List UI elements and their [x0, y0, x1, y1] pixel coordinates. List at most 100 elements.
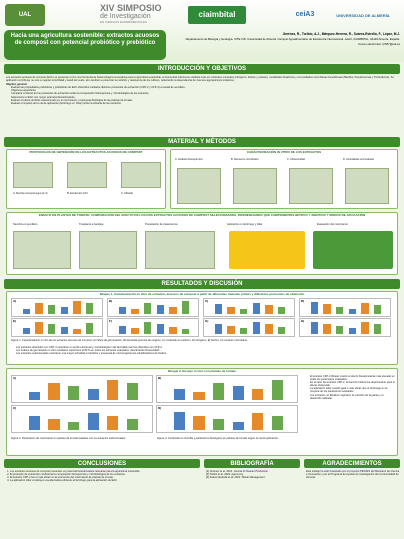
illustration — [213, 418, 225, 431]
illustration — [28, 415, 40, 431]
conclusion: El extracto CFP-4 fue el más eficaz en l… — [10, 476, 200, 479]
bullet: Los índices de germinación in vitro resu… — [16, 349, 395, 352]
illustration — [87, 412, 99, 431]
bullet: En el caso del extracto CFP-2, la fracci… — [310, 381, 395, 387]
figure-panel: G) — [203, 318, 296, 337]
logo: ceiA3 — [295, 11, 315, 18]
step: C. Fitotoxicidad — [287, 158, 305, 161]
objective: Seleccionar el EAC con mayor potencial b… — [11, 96, 398, 99]
illustration — [348, 308, 356, 314]
image — [13, 231, 71, 269]
step: A. Mezcla compost:agua (1:4) — [13, 192, 48, 195]
illustration — [265, 304, 273, 314]
illustration — [144, 322, 152, 334]
illustration — [214, 324, 223, 334]
reference-list: [1] Jiménez et al. 2024. Journal of Clea… — [206, 470, 300, 479]
step: D. Actividades enzimáticas — [343, 158, 374, 161]
figure-panel: C) — [11, 405, 154, 434]
illustration — [173, 412, 185, 431]
illustration — [310, 302, 319, 314]
poster-title: Hacia una agricultura sostenible: extrac… — [4, 30, 166, 60]
illustration — [277, 326, 286, 334]
figure-panel: H) — [299, 318, 392, 337]
illustration — [73, 300, 81, 314]
symposium-sub: de Investigación — [100, 13, 151, 20]
bullet: Los extractos obtenidos con CFP-4 mostra… — [16, 346, 395, 349]
bullet: La aplicación foliar resultó igual o más… — [310, 387, 395, 393]
illustration — [131, 328, 139, 334]
methods-box: ENSAYO EN PLANTAS DE TOMATE: COMPARACIÓN… — [6, 212, 398, 275]
illustration — [131, 308, 139, 314]
illustration — [361, 322, 369, 334]
illustration — [265, 324, 273, 334]
illustration — [373, 324, 382, 334]
illustration — [252, 389, 264, 401]
step: Trasplante a bandeja — [79, 223, 104, 226]
figure-panel: A) — [11, 298, 104, 317]
illustration — [271, 416, 284, 431]
figure-panels: A) B) C) D) — [11, 375, 301, 435]
conclusion: Los extractos acuosos de compost present… — [10, 470, 200, 473]
panel-label: D) — [158, 406, 162, 410]
image — [13, 162, 53, 188]
symposium: XIV SIMPOSIO — [100, 3, 162, 13]
block-title: Bloque 1. Caracterización in vitro de ex… — [99, 292, 305, 296]
illustration — [22, 308, 31, 314]
illustration — [48, 304, 56, 314]
figure-panel: C) — [203, 298, 296, 317]
illustration — [85, 302, 94, 314]
figure-panel: A) — [11, 375, 154, 404]
illustration — [348, 328, 356, 334]
paragraph: Los extractos acuosos de compost (EAC) s… — [6, 76, 394, 83]
illustration — [118, 326, 127, 334]
illustration — [271, 379, 284, 401]
illustration — [240, 328, 248, 334]
illustration — [193, 415, 205, 431]
block-title: Bloque 2. Ensayo in vivo con plantas de … — [168, 369, 236, 373]
illustration — [126, 383, 139, 401]
conclusion: La aplicación foliar constituye una alte… — [10, 479, 200, 482]
conclusion-list: Los extractos acuosos de compost present… — [4, 470, 200, 482]
illustration — [213, 382, 225, 401]
illustration — [68, 386, 80, 401]
illustration — [193, 392, 205, 401]
illustration — [107, 416, 119, 431]
illustration — [60, 326, 68, 334]
panel-label: A) — [13, 376, 17, 380]
illustration — [68, 422, 80, 431]
illustration — [169, 306, 177, 314]
illustration — [87, 389, 99, 401]
bullet: Los extractos seleccionados mostraron un… — [16, 352, 395, 355]
panel-label: H) — [301, 319, 305, 323]
step: A. Análisis fisicoquímico — [175, 158, 203, 161]
objective: Objetivos específicos: — [11, 89, 398, 92]
panel-label: A) — [13, 299, 17, 303]
authors: Jiménez, R., Toribio, A.J., Márquez-Herr… — [282, 32, 400, 36]
illustration — [48, 382, 60, 401]
illustration — [336, 306, 344, 314]
illustration — [252, 302, 260, 314]
box-title: ENSAYO EN PLANTAS DE TOMATE: COMPARACIÓN… — [38, 213, 366, 217]
results-block: Bloque 2. Ensayo in vivo con plantas de … — [6, 368, 398, 456]
caption: Figura 1. Caracterización in vitro de lo… — [11, 339, 248, 342]
figure-panel: B) — [156, 375, 299, 404]
illustration — [28, 392, 40, 401]
figure-panel: F) — [107, 318, 200, 337]
bullet-list: El extracto CFP-4 filtrado mostró el efe… — [305, 375, 395, 453]
illustration — [48, 324, 56, 334]
acknowledgments-text: Este trabajo ha sido financiado por el p… — [306, 470, 400, 480]
bullet-list: Los extractos obtenidos con CFP-4 mostra… — [11, 346, 395, 355]
box-title: CARACTERIZACIÓN IN VITRO DE LOS EXTRACTO… — [246, 150, 322, 154]
illustration — [126, 419, 139, 431]
objective-list: Evaluar las propiedades prebióticas y pr… — [6, 86, 398, 105]
illustration — [156, 324, 164, 334]
step: C. Filtrado — [121, 192, 133, 195]
panel-label: E) — [13, 319, 16, 323]
symposium-field: EN CIENCIAS EXPERIMENTALES — [100, 20, 147, 24]
step: B. Extracción 24 h — [67, 192, 89, 195]
image — [233, 168, 277, 204]
illustration — [214, 304, 223, 314]
figure-panel: D) — [299, 298, 392, 317]
illustration — [323, 304, 331, 314]
